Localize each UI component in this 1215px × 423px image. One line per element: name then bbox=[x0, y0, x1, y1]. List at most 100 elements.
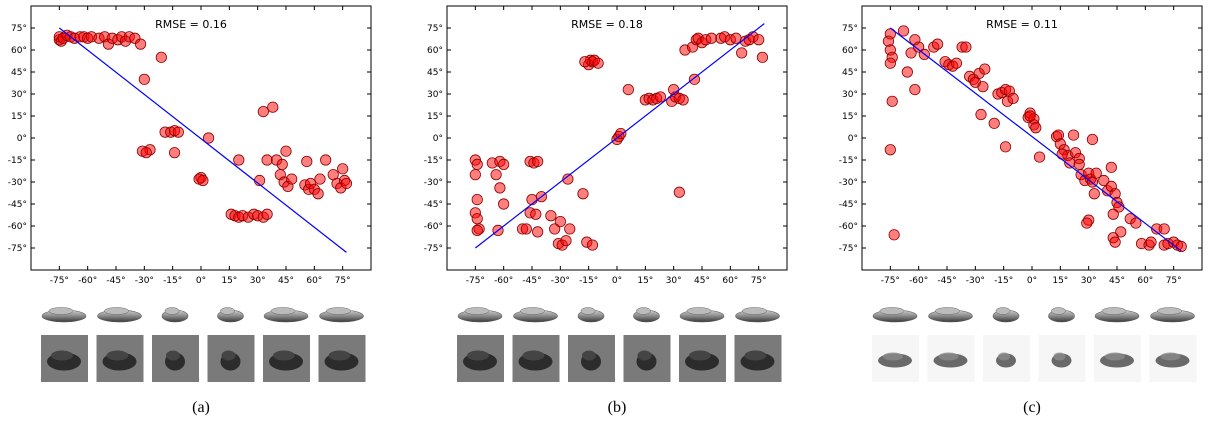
data-point bbox=[257, 106, 269, 118]
x-tick-label: 60° bbox=[306, 276, 322, 286]
data-point bbox=[498, 198, 510, 210]
x-tick-label: 60° bbox=[1137, 276, 1153, 286]
y-tick-label: 75° bbox=[11, 24, 27, 34]
x-tick-label: 45° bbox=[1109, 276, 1125, 286]
data-point bbox=[1073, 158, 1085, 170]
car-thumbnail bbox=[928, 307, 973, 323]
data-point bbox=[498, 158, 510, 170]
data-point bbox=[530, 208, 542, 220]
data-point bbox=[913, 41, 925, 53]
rmse-label: RMSE = 0.18 bbox=[571, 18, 643, 31]
car-photo bbox=[927, 335, 975, 382]
data-point bbox=[592, 57, 604, 69]
car-photo bbox=[1038, 335, 1086, 382]
panel-caption: (c) bbox=[1023, 399, 1041, 416]
data-point bbox=[320, 154, 332, 166]
data-point bbox=[1115, 226, 1127, 238]
chart-panel-0: -75° -60° -45° -30° -15° 0° 15° 30° 45° 60° 75° 75°… bbox=[8, 5, 372, 416]
car-photo bbox=[263, 335, 310, 382]
x-tick-label: -60° bbox=[909, 276, 928, 286]
y-tick-label: -30° bbox=[8, 178, 27, 188]
data-point bbox=[280, 145, 292, 157]
y-tick-label: 30° bbox=[11, 90, 27, 100]
x-tick-label: 75° bbox=[335, 276, 351, 286]
data-point bbox=[577, 188, 589, 200]
x-tick-label: 15° bbox=[637, 276, 653, 286]
data-point bbox=[909, 84, 921, 96]
data-point bbox=[1086, 133, 1099, 146]
data-point bbox=[730, 32, 742, 44]
car-thumbnail bbox=[1150, 307, 1195, 323]
data-point bbox=[526, 194, 538, 206]
data-point bbox=[172, 126, 184, 138]
x-tick-label: 30° bbox=[666, 276, 682, 286]
data-point bbox=[261, 154, 273, 166]
data-point bbox=[140, 147, 152, 159]
x-tick-label: 0° bbox=[1027, 276, 1037, 286]
data-point bbox=[1030, 122, 1042, 134]
fit-line bbox=[889, 27, 1182, 252]
x-tick-label: 45° bbox=[694, 276, 710, 286]
data-point bbox=[471, 194, 483, 206]
data-point bbox=[276, 158, 288, 170]
data-point bbox=[1175, 240, 1187, 253]
car-thumbnail bbox=[217, 307, 244, 323]
data-point bbox=[668, 84, 680, 96]
y-tick-label: 60° bbox=[427, 46, 443, 56]
data-point bbox=[471, 158, 483, 170]
data-point bbox=[469, 169, 481, 181]
data-point bbox=[1145, 236, 1157, 248]
data-point bbox=[490, 169, 502, 181]
data-point bbox=[340, 177, 353, 190]
data-point bbox=[532, 155, 544, 168]
data-point bbox=[1081, 217, 1093, 229]
data-point bbox=[1024, 110, 1036, 122]
x-tick-label: -45° bbox=[522, 276, 541, 286]
data-point bbox=[301, 155, 313, 168]
car-photo bbox=[41, 335, 88, 382]
car-photo bbox=[983, 335, 1030, 382]
car-photo bbox=[457, 335, 504, 382]
y-tick-label: -30° bbox=[839, 178, 858, 188]
car-photo bbox=[872, 335, 919, 382]
data-point bbox=[884, 144, 896, 156]
x-tick-label: 15° bbox=[1052, 276, 1068, 286]
y-tick-label: 60° bbox=[842, 46, 858, 56]
y-tick-label: -60° bbox=[424, 222, 443, 232]
data-point bbox=[931, 38, 944, 50]
y-tick-label: 45° bbox=[11, 68, 27, 78]
data-point bbox=[155, 51, 167, 63]
data-point bbox=[673, 186, 685, 198]
y-tick-label: 0° bbox=[17, 134, 27, 144]
data-point bbox=[545, 210, 557, 222]
y-tick-label: -75° bbox=[424, 244, 443, 254]
car-thumbnail bbox=[633, 307, 660, 323]
data-point bbox=[905, 47, 917, 59]
x-tick-label: 45° bbox=[278, 276, 294, 286]
chart-panel-1: -75° -60° -45° -30° -15° 0° 15° 30° 45° 60° 75° 75°… bbox=[424, 5, 788, 416]
fit-line bbox=[474, 23, 765, 249]
car-thumbnail bbox=[735, 307, 780, 323]
data-point bbox=[960, 41, 972, 53]
x-tick-label: -60° bbox=[494, 276, 513, 286]
y-tick-label: 0° bbox=[848, 134, 858, 144]
car-thumbnail bbox=[1094, 307, 1140, 323]
data-point bbox=[886, 95, 898, 107]
car-photo bbox=[623, 335, 671, 382]
x-tick-label: -60° bbox=[78, 276, 97, 286]
x-tick-label: 30° bbox=[1081, 276, 1097, 286]
y-tick-label: -30° bbox=[424, 178, 443, 188]
y-tick-label: -75° bbox=[8, 244, 27, 254]
car-photo bbox=[568, 335, 615, 382]
y-tick-label: 0° bbox=[433, 134, 443, 144]
data-point bbox=[979, 63, 991, 75]
data-point bbox=[261, 208, 273, 220]
car-thumbnail bbox=[679, 307, 725, 323]
data-point bbox=[562, 173, 574, 185]
car-photo bbox=[1149, 335, 1197, 382]
y-tick-label: 75° bbox=[842, 24, 858, 34]
x-tick-label: 30° bbox=[250, 276, 266, 286]
x-tick-label: 0° bbox=[612, 276, 622, 286]
data-point bbox=[1090, 167, 1102, 179]
data-point bbox=[884, 57, 896, 69]
